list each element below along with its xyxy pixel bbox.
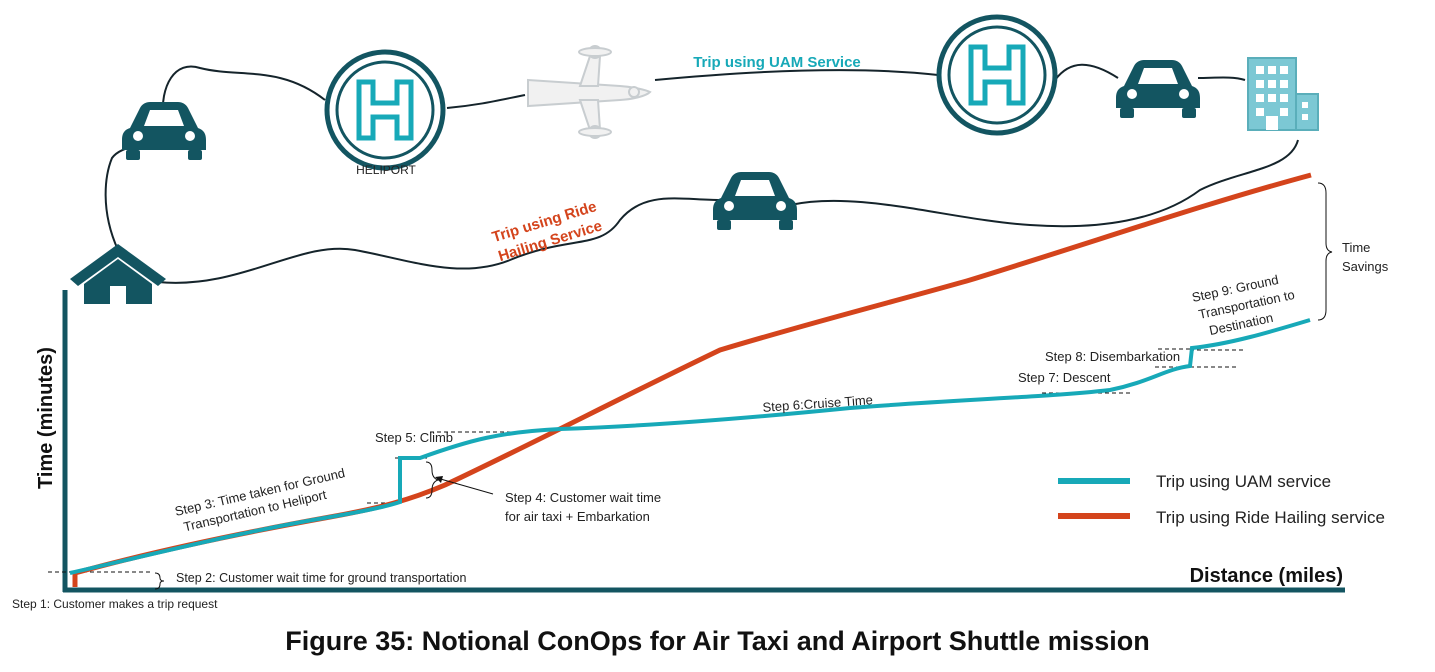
building-icon bbox=[1247, 57, 1319, 131]
y-axis-label: Time (minutes) bbox=[35, 347, 57, 489]
car-icon bbox=[1116, 60, 1200, 118]
figure-caption: Figure 35: Notional ConOps for Air Taxi … bbox=[285, 626, 1150, 656]
house-icon bbox=[70, 244, 166, 304]
step-4-line2: for air taxi + Embarkation bbox=[505, 509, 650, 524]
step-4-arrowhead bbox=[435, 476, 443, 483]
x-axis-label: Distance (miles) bbox=[1190, 565, 1343, 587]
time-savings-line2: Savings bbox=[1342, 259, 1389, 274]
legend-ride-label: Trip using Ride Hailing service bbox=[1156, 508, 1385, 527]
step-5-label: Step 5: Climb bbox=[375, 430, 453, 445]
step-3-label: Step 3: Time taken for Ground Transporta… bbox=[173, 465, 346, 534]
car-icon bbox=[122, 102, 206, 160]
ride-route-line bbox=[157, 139, 1299, 284]
uam-trip-label: Trip using UAM Service bbox=[693, 54, 861, 71]
step-8-label: Step 8: Disembarkation bbox=[1045, 349, 1180, 364]
ride-hailing-line bbox=[72, 172, 1312, 587]
step-7-label: Step 7: Descent bbox=[1018, 370, 1111, 385]
step-2-brace bbox=[154, 572, 165, 590]
step-4-line1: Step 4: Customer wait time bbox=[505, 490, 661, 505]
heliport-icon bbox=[324, 49, 446, 171]
step-1-label: Step 1: Customer makes a trip request bbox=[12, 597, 218, 611]
ride-trip-label: Trip using Ride Hailing Service bbox=[490, 198, 604, 265]
time-savings-brace bbox=[1317, 182, 1333, 321]
legend: Trip using UAM service Trip using Ride H… bbox=[1058, 472, 1385, 527]
heliport-label: HELIPORT bbox=[356, 163, 416, 177]
step-4-pointer bbox=[436, 477, 494, 495]
legend-uam-label: Trip using UAM service bbox=[1156, 472, 1331, 491]
time-savings-line1: Time bbox=[1342, 240, 1370, 255]
step-2-label: Step 2: Customer wait time for ground tr… bbox=[176, 571, 466, 585]
air-taxi-icon bbox=[527, 45, 652, 139]
heliport-icon bbox=[936, 14, 1058, 136]
uam-route-line bbox=[104, 63, 1246, 251]
car-icon bbox=[713, 172, 797, 230]
uam-line bbox=[69, 318, 1311, 575]
